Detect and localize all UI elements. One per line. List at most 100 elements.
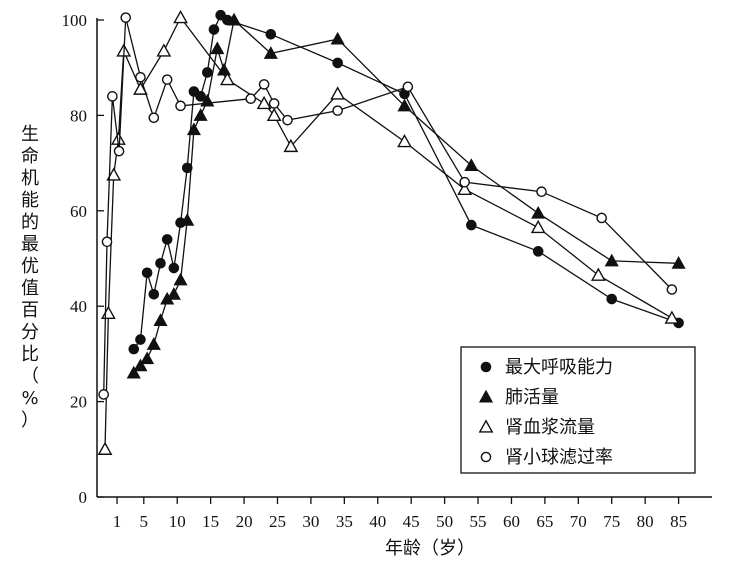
legend-box — [460, 346, 696, 474]
x-axis-title: 年龄（岁） — [385, 538, 475, 559]
legend-item: 肾小球滤过率 — [480, 447, 613, 468]
data-point — [466, 219, 477, 231]
data-point — [263, 46, 278, 59]
x-tick-label: 35 — [336, 512, 353, 531]
data-point — [166, 287, 181, 300]
legend-label: 肾小球滤过率 — [505, 447, 613, 468]
x-tick-label: 15 — [202, 512, 219, 531]
legend-item: 肾血浆流量 — [478, 417, 595, 438]
data-point — [101, 236, 113, 248]
y-tick-label: 0 — [79, 488, 88, 507]
data-point — [186, 122, 201, 136]
data-point — [266, 107, 282, 122]
data-point — [265, 29, 277, 40]
data-point — [532, 246, 544, 257]
y-axis-title: 生命机能的最优值百分比（%） — [21, 124, 39, 431]
data-point — [141, 267, 153, 279]
x-tick-label: 80 — [637, 512, 654, 531]
data-point — [175, 100, 186, 112]
data-point — [173, 9, 188, 24]
data-point — [161, 74, 173, 85]
y-tick-label: 40 — [70, 297, 87, 316]
x-tick-label: 25 — [269, 512, 286, 531]
data-point — [140, 351, 155, 365]
y-tick-label: 100 — [62, 11, 88, 30]
series-4 — [98, 12, 678, 400]
data-point — [148, 112, 160, 124]
y-tick-label: 80 — [70, 106, 87, 125]
data-point — [168, 262, 180, 274]
y-tick-label: 60 — [70, 202, 87, 221]
legend-marker — [480, 451, 492, 463]
data-point — [161, 234, 173, 245]
data-point — [397, 133, 412, 148]
data-point — [459, 176, 470, 188]
data-point — [258, 79, 270, 90]
x-tick-label: 60 — [503, 512, 520, 531]
x-tick-label: 30 — [302, 512, 319, 531]
x-tick-label: 20 — [236, 512, 253, 531]
x-tick-label: 40 — [369, 512, 386, 531]
data-point — [100, 305, 116, 320]
data-point — [219, 71, 235, 86]
data-point — [201, 67, 213, 78]
axes: 0 20 40 60 80 100 1 5 10 15 20 25 30 35 40 45 50 55 60 65 70… — [62, 11, 712, 531]
data-point — [135, 334, 146, 345]
x-tick-label: 85 — [670, 512, 687, 531]
data-point — [464, 158, 479, 171]
data-point — [596, 212, 608, 224]
data-point — [113, 145, 125, 157]
data-point — [457, 181, 473, 195]
series-line — [104, 16, 673, 450]
series-line — [133, 18, 679, 374]
data-point — [97, 441, 113, 455]
data-point — [133, 358, 148, 372]
legend-label: 肾血浆流量 — [505, 417, 595, 438]
data-point — [268, 98, 280, 109]
data-point — [155, 257, 166, 269]
legend-label: 最大呼吸能力 — [505, 357, 613, 378]
legend-item: 最大呼吸能力 — [480, 357, 613, 378]
data-point — [256, 95, 272, 110]
series-line — [133, 14, 679, 350]
data-point — [210, 41, 225, 55]
data-point — [148, 288, 160, 300]
legend-marker — [480, 361, 492, 373]
data-point — [135, 71, 146, 83]
legend-marker — [478, 389, 494, 403]
series-1 — [128, 9, 684, 355]
series-layer — [97, 9, 686, 455]
legend-marker — [478, 419, 494, 433]
data-point — [245, 93, 257, 105]
data-point — [195, 91, 206, 102]
x-tick-label: 55 — [470, 512, 487, 531]
data-point — [128, 343, 140, 355]
x-tick-label: 50 — [436, 512, 453, 531]
x-tick-label: 70 — [570, 512, 587, 531]
data-point — [671, 256, 686, 269]
data-point — [536, 186, 547, 198]
x-tick-label: 5 — [140, 512, 149, 531]
data-point — [156, 43, 172, 57]
data-point — [531, 205, 546, 219]
data-point — [332, 105, 343, 116]
legend-item: 肺活量 — [478, 387, 559, 408]
legend-label: 肺活量 — [505, 387, 559, 408]
x-tick-label: 75 — [603, 512, 620, 531]
data-point — [397, 98, 412, 112]
data-point — [106, 167, 122, 181]
x-tick-label: 1 — [113, 512, 122, 531]
x-tick-label: 45 — [403, 512, 420, 531]
series-2 — [126, 12, 686, 379]
data-point — [604, 253, 619, 267]
data-point — [330, 86, 346, 100]
data-point — [332, 57, 343, 69]
data-point — [282, 114, 293, 126]
series-line — [103, 17, 673, 395]
data-point — [173, 272, 188, 286]
data-point — [153, 313, 168, 326]
data-point — [126, 365, 141, 379]
data-point — [283, 138, 299, 153]
